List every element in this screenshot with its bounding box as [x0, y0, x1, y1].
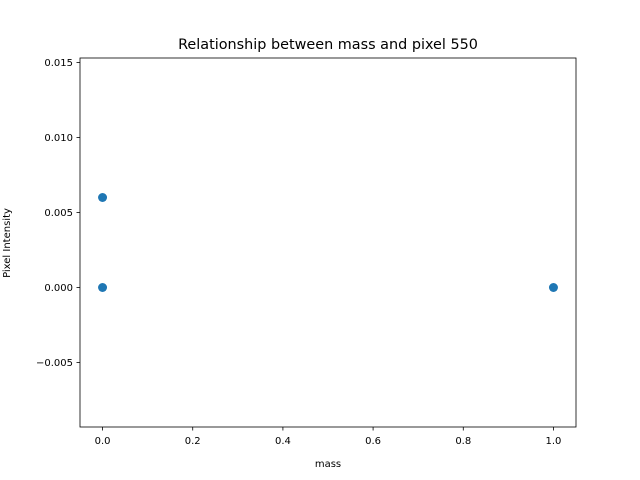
- x-tick-label: 0.0: [95, 436, 111, 447]
- y-tick-label: 0.005: [44, 208, 73, 219]
- y-tick-label: 0.010: [44, 133, 73, 144]
- x-tick-label: 1.0: [546, 436, 562, 447]
- x-axis: 0.0 0.2 0.4 0.6 0.8 1.0: [95, 427, 562, 447]
- x-tick-label: 0.2: [185, 436, 201, 447]
- y-axis-label: Pixel Intensity: [2, 208, 13, 278]
- scatter-point: [98, 193, 108, 202]
- y-tick-label: 0.000: [44, 283, 73, 294]
- x-axis-label: mass: [315, 459, 341, 470]
- y-tick-label: −0.005: [36, 358, 73, 369]
- y-tick-label: 0.015: [44, 58, 73, 69]
- scatter-point: [548, 283, 558, 292]
- x-tick-label: 0.4: [275, 436, 291, 447]
- plot-frame: [79, 57, 577, 428]
- x-tick-label: 0.8: [455, 436, 471, 447]
- scatter-point: [98, 283, 108, 292]
- data-points: [98, 193, 558, 292]
- chart-title: Relationship between mass and pixel 550: [178, 37, 478, 53]
- y-axis: −0.005 0.000 0.005 0.010 0.015: [36, 58, 80, 369]
- x-tick-label: 0.6: [365, 436, 381, 447]
